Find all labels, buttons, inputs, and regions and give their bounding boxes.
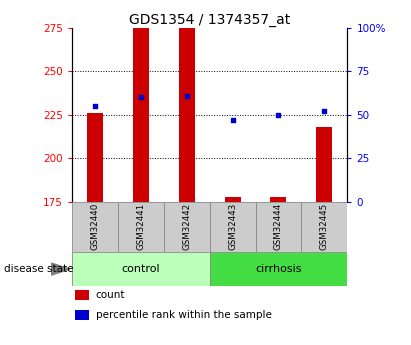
Text: GSM32441: GSM32441 bbox=[136, 203, 145, 250]
Bar bbox=[72, 252, 210, 286]
Bar bbox=[179, 28, 195, 202]
Bar bbox=[210, 252, 347, 286]
Bar bbox=[270, 197, 286, 202]
Point bbox=[137, 95, 144, 100]
Point bbox=[183, 93, 190, 98]
Text: GSM32440: GSM32440 bbox=[90, 203, 99, 250]
Point bbox=[229, 117, 236, 123]
Text: GSM32442: GSM32442 bbox=[182, 203, 191, 250]
Text: GSM32443: GSM32443 bbox=[228, 203, 237, 250]
Text: count: count bbox=[95, 290, 125, 300]
Text: GSM32444: GSM32444 bbox=[274, 203, 283, 250]
Text: cirrhosis: cirrhosis bbox=[255, 264, 302, 274]
Title: GDS1354 / 1374357_at: GDS1354 / 1374357_at bbox=[129, 12, 290, 27]
Bar bbox=[133, 28, 149, 202]
Text: control: control bbox=[122, 264, 160, 274]
Point bbox=[275, 112, 282, 117]
Polygon shape bbox=[51, 263, 70, 275]
Text: disease state: disease state bbox=[4, 264, 74, 274]
Bar bbox=[72, 202, 118, 252]
Point bbox=[321, 108, 328, 114]
Bar bbox=[164, 202, 210, 252]
Bar bbox=[301, 202, 347, 252]
Bar bbox=[210, 202, 256, 252]
Bar bbox=[75, 310, 89, 320]
Point bbox=[92, 103, 98, 109]
Bar bbox=[75, 290, 89, 300]
Text: GSM32445: GSM32445 bbox=[320, 203, 329, 250]
Bar bbox=[87, 113, 103, 202]
Bar bbox=[224, 197, 240, 202]
Text: percentile rank within the sample: percentile rank within the sample bbox=[95, 310, 271, 320]
Bar bbox=[256, 202, 301, 252]
Bar bbox=[316, 127, 332, 202]
Bar bbox=[118, 202, 164, 252]
